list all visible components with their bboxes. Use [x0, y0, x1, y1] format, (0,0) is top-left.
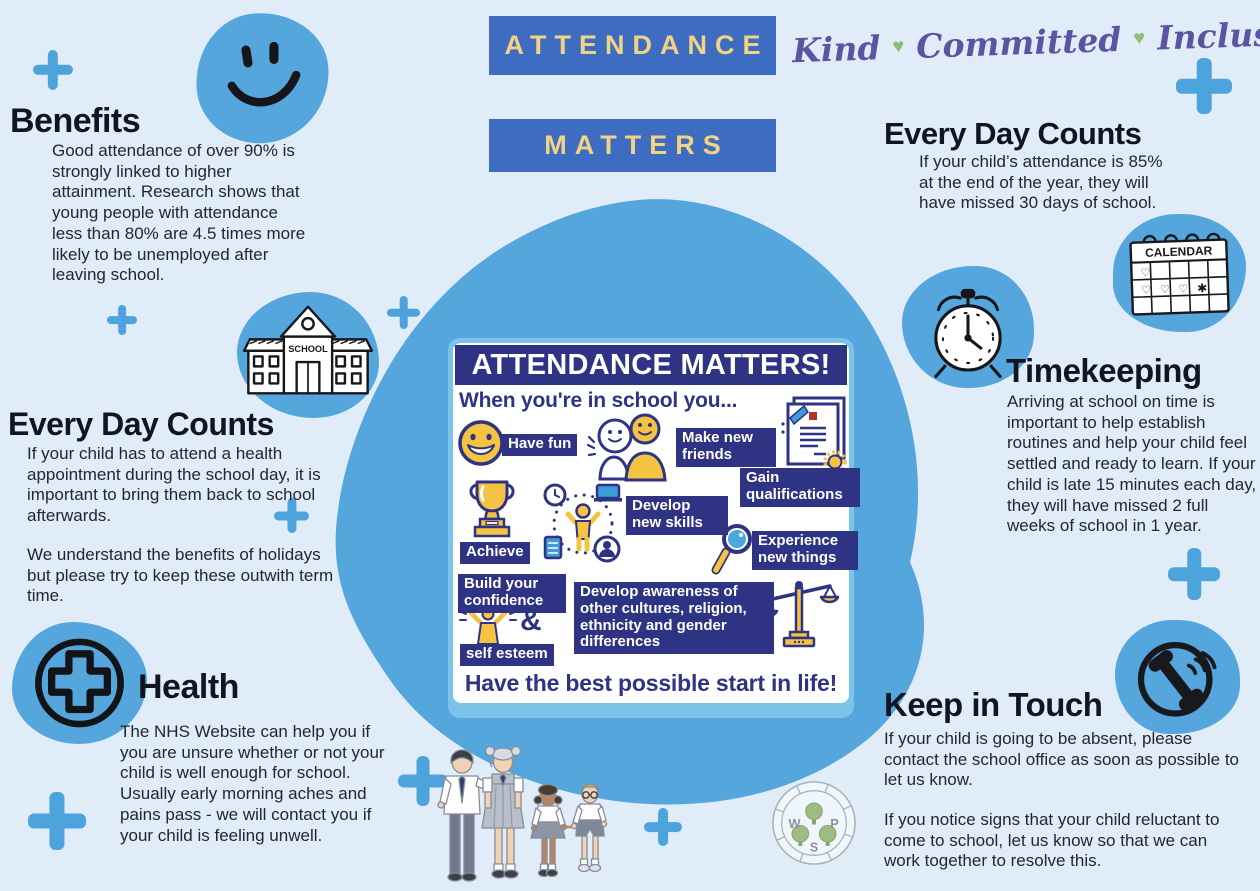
svg-text:♡: ♡ [1141, 267, 1151, 279]
health-title: Health [138, 668, 239, 706]
heart-icon: ♥ [1132, 26, 1146, 50]
svg-text:♡: ♡ [1160, 284, 1170, 296]
label-self-esteem: self esteem [460, 644, 554, 666]
label-develop-awareness: Develop awareness of other cultures, rel… [574, 582, 774, 655]
trophy-icon [469, 480, 515, 538]
label-achieve: Achieve [460, 542, 530, 564]
timekeeping-title: Timekeeping [1006, 352, 1202, 389]
value-kind: Kind [791, 28, 882, 71]
banner-matters: MATTERS [489, 119, 776, 172]
logo-letter-w: W [788, 816, 800, 831]
skills-icon [543, 483, 622, 563]
calendar-icon: CALENDAR ♡ ♡ ♡ ♡ ✱ [1113, 214, 1246, 332]
friends-icon [586, 413, 667, 482]
label-develop-new-skills: Develop new skills [626, 496, 728, 535]
label-make-new-friends: Make new friends [676, 428, 776, 467]
phone-icon [1115, 620, 1240, 734]
banner-line1: ATTENDANCE [504, 30, 769, 60]
label-have-fun: Have fun [502, 434, 578, 456]
every-day-counts-left-para1: If your child has to attend a health app… [27, 444, 321, 526]
banner-line2: MATTERS [544, 130, 729, 160]
every-day-counts-left-para2: We understand the benefits of holidays b… [27, 545, 334, 606]
smiley-poster-icon [458, 420, 504, 466]
attendance-matters-poster: ATTENDANCE MATTERS! When you're in schoo… [448, 338, 860, 718]
every-day-counts-right-body: If your child’s attendance is 85% at the… [919, 152, 1163, 213]
scales-icon [758, 581, 840, 648]
plus-decoration [107, 305, 137, 335]
certificate-icon [781, 396, 847, 477]
plus-decoration [28, 792, 86, 850]
health-cross-icon [12, 622, 147, 744]
school-doodle-label: SCHOOL [288, 344, 328, 354]
logo-letter-p: P [830, 816, 839, 831]
banner-attendance: ATTENDANCE [489, 16, 776, 75]
magnifier-icon [711, 524, 752, 575]
benefits-title: Benefits [10, 102, 141, 140]
every-day-counts-left-title: Every Day Counts [8, 406, 274, 442]
heart-icon: ♥ [891, 35, 905, 58]
children-illustration [437, 745, 608, 882]
logo-letter-s: S [810, 839, 818, 854]
svg-text:✱: ✱ [1197, 281, 1208, 295]
smiley-face-icon [190, 7, 335, 149]
plus-decoration [1168, 548, 1220, 600]
benefits-body: Good attendance of over 90% is strongly … [52, 141, 306, 285]
keep-in-touch-para2: If you notice signs that your child relu… [884, 810, 1220, 871]
keep-in-touch-para1: If your child is going to be absent, ple… [884, 729, 1240, 790]
school-building-icon: SCHOOL [237, 292, 379, 418]
poster-footer: Have the best possible start in life! [464, 670, 838, 696]
poster-title: ATTENDANCE MATTERS! [455, 345, 847, 385]
value-committed: Committed [915, 19, 1123, 66]
health-body: The NHS Website can help you if you are … [120, 722, 385, 845]
calendar-doodle-label: CALENDAR [1145, 244, 1213, 260]
plus-decoration [644, 808, 682, 846]
every-day-counts-right-title: Every Day Counts [884, 116, 1142, 151]
alarm-clock-icon [902, 266, 1034, 388]
plus-decoration [33, 50, 73, 90]
value-inclusive: Inclusive [1156, 12, 1260, 58]
school-crest-logo: W P S [772, 781, 856, 865]
svg-text:♡: ♡ [1141, 284, 1151, 296]
label-gain-qualifications: Gain qualifications [740, 468, 860, 507]
timekeeping-body: Arriving at school on time is important … [1007, 392, 1257, 536]
label-experience-new-things: Experience new things [752, 531, 858, 570]
poster-subtitle: When you're in school you... [459, 389, 738, 412]
plus-decoration [1176, 58, 1232, 114]
keep-in-touch-title: Keep in Touch [884, 686, 1103, 723]
label-build-your-confidence: Build your confidence [458, 574, 566, 613]
svg-text:♡: ♡ [1178, 283, 1188, 295]
plus-decoration [387, 296, 420, 329]
ampersand-label: & [520, 604, 542, 637]
